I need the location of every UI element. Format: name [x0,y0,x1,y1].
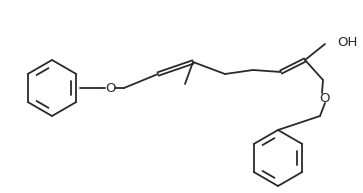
Text: O: O [105,81,115,95]
Text: OH: OH [337,36,358,48]
Text: O: O [320,91,330,104]
